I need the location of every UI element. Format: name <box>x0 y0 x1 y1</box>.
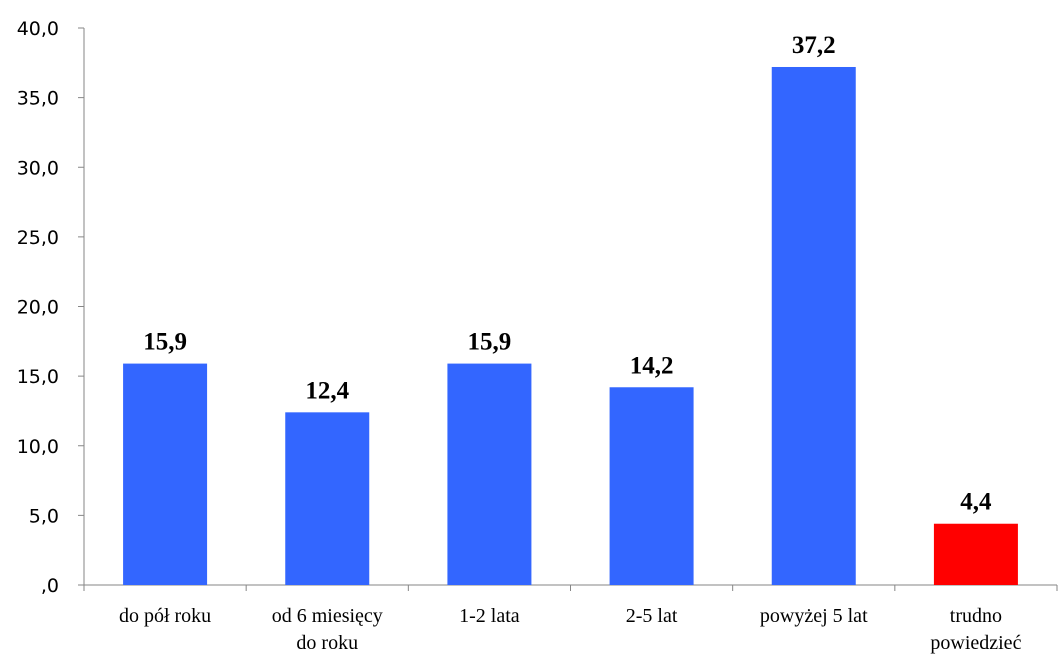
y-axis: ,0 5,0 10,0 15,0 20,0 25,0 30,0 35,0 40,0 <box>17 18 85 597</box>
x-category-label: od 6 miesięcy do roku <box>272 605 383 654</box>
x-category-label-line: 1-2 lata <box>459 605 520 627</box>
x-category-label-line: trudno <box>950 605 1002 627</box>
x-category-label-line: powiedzieć <box>930 632 1021 654</box>
x-category-label-line: do roku <box>296 632 358 654</box>
y-tick-label: ,0 <box>41 575 59 597</box>
x-category-label: 2-5 lat <box>626 605 678 627</box>
y-tick-label: 35,0 <box>17 88 59 110</box>
y-tick-label: 10,0 <box>17 436 59 458</box>
bar <box>933 523 1018 585</box>
bar <box>285 412 370 585</box>
data-label: 37,2 <box>792 32 836 59</box>
y-tick-label: 30,0 <box>17 157 59 179</box>
bar <box>123 363 208 585</box>
x-axis: do pół roku od 6 miesięcy do roku 1-2 lata 2… <box>83 584 1058 654</box>
y-tick-label: 25,0 <box>17 227 59 249</box>
y-tick-label: 15,0 <box>17 366 59 388</box>
x-category-label: 1-2 lata <box>459 605 520 627</box>
x-category-label-line: powyżej 5 lat <box>760 605 868 627</box>
x-category-label: trudno powiedzieć <box>930 605 1021 654</box>
data-label: 14,2 <box>630 352 674 379</box>
y-tick-label: 5,0 <box>29 505 59 527</box>
x-category-label: do pół roku <box>119 605 211 627</box>
y-tick-label: 20,0 <box>17 297 59 319</box>
x-category-label-line: od 6 miesięcy <box>272 605 383 627</box>
bars <box>123 66 1018 586</box>
x-category-label-line: 2-5 lat <box>626 605 678 627</box>
y-tick-label: 40,0 <box>17 18 59 40</box>
data-label: 4,4 <box>960 489 992 516</box>
bar <box>609 387 694 585</box>
data-label: 15,9 <box>468 329 512 356</box>
data-label: 15,9 <box>143 329 187 356</box>
data-label: 12,4 <box>305 377 349 404</box>
bar <box>771 66 856 586</box>
x-category-label-line: do pół roku <box>119 605 211 627</box>
data-labels: 15,9 12,4 15,9 14,2 37,2 4,4 <box>143 32 992 516</box>
bar <box>447 363 532 585</box>
x-category-label: powyżej 5 lat <box>760 605 868 627</box>
